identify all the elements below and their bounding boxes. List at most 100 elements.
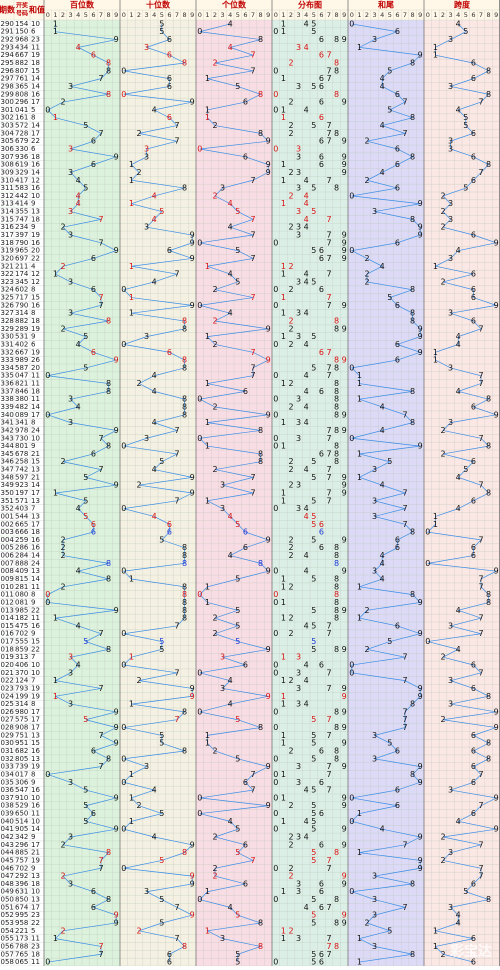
period: 007 — [1, 559, 14, 567]
sum: 11 — [31, 583, 40, 591]
digit: 3 — [68, 231, 73, 240]
number: 788 — [15, 942, 28, 950]
digit: 2 — [60, 551, 65, 560]
digit: 4 — [228, 903, 233, 912]
scale-label: 8 — [259, 11, 263, 19]
digit: 4 — [380, 559, 385, 568]
distribution-digit: 1 — [281, 74, 286, 83]
distribution-digit: 5 — [311, 809, 316, 818]
digit: 9 — [114, 246, 119, 255]
number: 221 — [15, 927, 28, 935]
digit: 9 — [114, 723, 119, 732]
digit: 5 — [83, 801, 88, 810]
digit: 0 — [197, 434, 202, 443]
digit: 2 — [364, 176, 369, 185]
sum: 22 — [31, 645, 40, 653]
distribution-digit: 9 — [342, 911, 347, 920]
digit: 8 — [410, 879, 415, 888]
digit: 3 — [68, 82, 73, 91]
digit: 4 — [152, 215, 157, 224]
distribution-digit: 3 — [296, 168, 301, 177]
distribution-digit: 4 — [304, 340, 309, 349]
scale-label: 7 — [251, 11, 255, 19]
distribution-digit: 9 — [342, 535, 347, 544]
digit: 3 — [372, 496, 377, 505]
distribution-digit: 3 — [296, 184, 301, 193]
period: 305 — [1, 137, 14, 145]
digit: 0 — [121, 778, 126, 787]
scale-label: 6 — [471, 11, 475, 19]
period: 055 — [1, 935, 14, 943]
sum: 17 — [31, 841, 40, 849]
distribution-digit: 9 — [342, 825, 347, 834]
digit: 0 — [349, 363, 354, 372]
number: 047 — [15, 372, 28, 380]
digit: 5 — [83, 121, 88, 130]
distribution-digit: 2 — [288, 340, 293, 349]
distribution-digit: 8 — [334, 457, 339, 466]
distribution-digit: 8 — [334, 410, 339, 419]
distribution-digit: 0 — [273, 661, 278, 670]
number: 296 — [15, 841, 29, 849]
distribution-digit: 7 — [326, 950, 331, 959]
digit: 8 — [182, 707, 187, 716]
digit: 9 — [418, 833, 423, 842]
distribution-digit: 1 — [281, 817, 286, 826]
digit: 6 — [471, 731, 476, 740]
distribution-digit: 5 — [311, 121, 316, 130]
digit: 3 — [448, 199, 453, 208]
distribution-digit: 6 — [319, 246, 324, 255]
distribution-digit: 5 — [311, 27, 316, 36]
number: 531 — [15, 333, 28, 341]
digit: 4 — [76, 567, 81, 576]
digit: 3 — [144, 145, 149, 154]
number: 678 — [15, 450, 28, 458]
sum: 11 — [31, 958, 40, 966]
digit: 7 — [478, 801, 483, 810]
distribution-digit: 7 — [326, 363, 331, 372]
sum: 23 — [31, 942, 40, 950]
digit: 5 — [159, 731, 164, 740]
digit: 7 — [98, 293, 103, 302]
distribution-digit: 1 — [281, 731, 286, 740]
digit: 9 — [114, 793, 119, 802]
distribution-digit: 5 — [311, 207, 316, 216]
digit: 5 — [83, 363, 88, 372]
number: 666 — [15, 528, 29, 536]
distribution-digit: 4 — [304, 199, 309, 208]
period: 040 — [1, 817, 14, 825]
scale-label: 5 — [84, 11, 88, 19]
digit: 6 — [91, 51, 96, 60]
sum: 22 — [31, 919, 40, 927]
distribution-digit: 1 — [281, 199, 286, 208]
scale-label: 5 — [388, 11, 392, 19]
digit: 5 — [159, 457, 164, 466]
digit: 7 — [98, 950, 103, 959]
distribution-digit: 4 — [304, 512, 309, 521]
distribution-digit: 7 — [326, 74, 331, 83]
distribution-digit: 7 — [326, 465, 331, 474]
scale-label: 0 — [426, 11, 430, 19]
digit: 7 — [98, 238, 103, 247]
digit: 1 — [357, 449, 362, 458]
digit: 7 — [174, 121, 179, 130]
sum: 13 — [31, 731, 40, 739]
period: 295 — [1, 59, 14, 67]
digit: 5 — [387, 293, 392, 302]
period: 044 — [1, 849, 15, 857]
digit: 8 — [410, 770, 415, 779]
distribution-digit: 3 — [296, 762, 301, 771]
row-lines — [0, 9, 500, 967]
trend-line — [427, 23, 498, 963]
distribution-digit: 8 — [334, 754, 339, 763]
digit: 1 — [205, 731, 210, 740]
distribution-digit: 4 — [304, 418, 309, 427]
distribution-digit: 4 — [304, 465, 309, 474]
digit: 7 — [174, 668, 179, 677]
distribution-digit: 6 — [319, 950, 324, 959]
digit: 3 — [68, 668, 73, 677]
period: 345 — [1, 450, 14, 458]
distribution-digit: 2 — [288, 98, 293, 107]
distribution-digit: 2 — [288, 582, 293, 591]
sum: 8 — [31, 700, 35, 708]
